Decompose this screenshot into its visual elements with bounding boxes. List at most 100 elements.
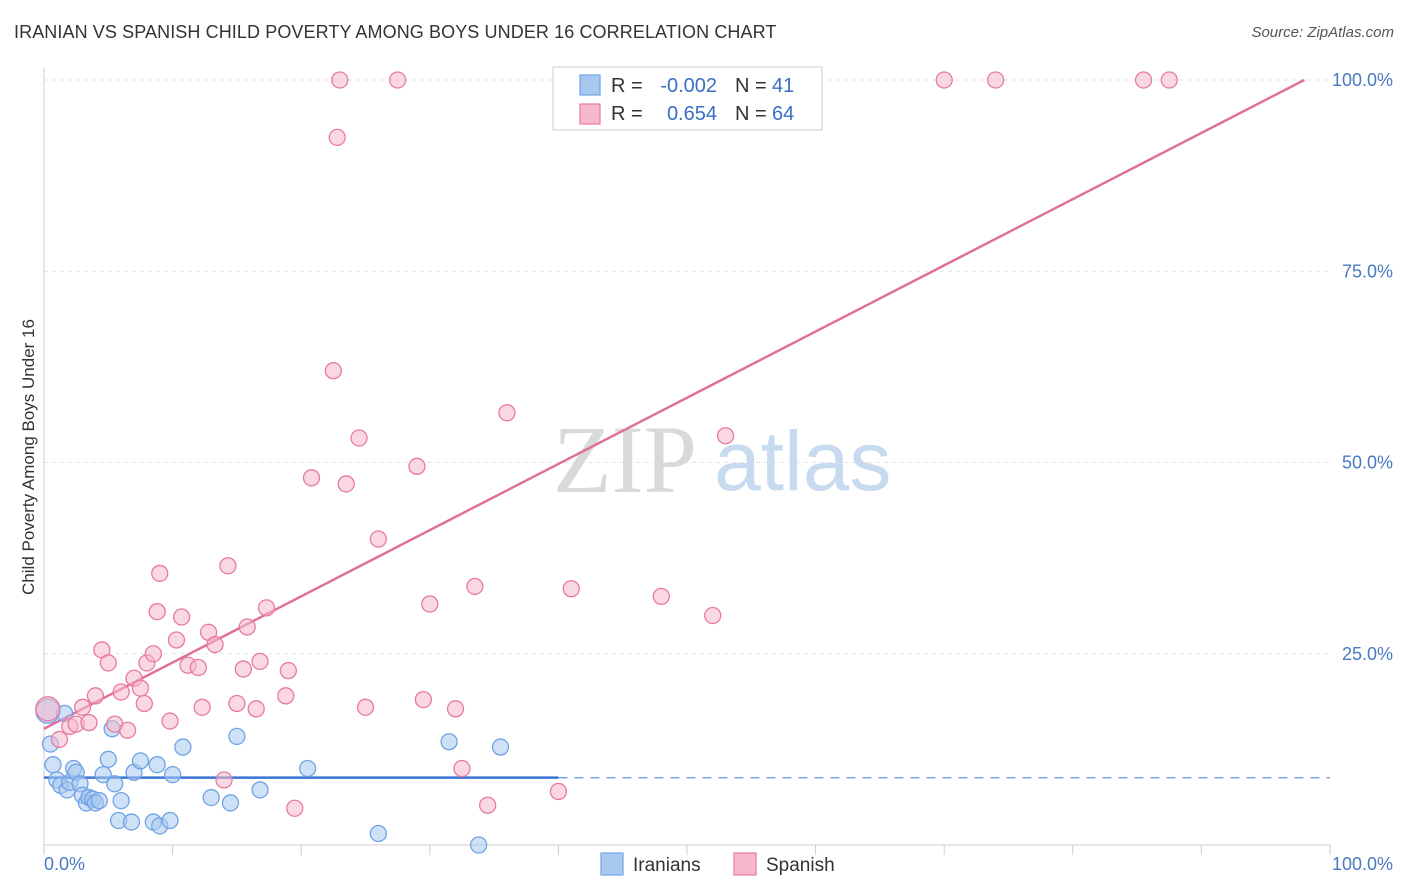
point-spanish bbox=[704, 606, 722, 625]
source-label: Source: ZipAtlas.com bbox=[1251, 24, 1394, 41]
point-spanish bbox=[238, 618, 256, 636]
point-spanish bbox=[35, 696, 61, 722]
point-spanish bbox=[131, 679, 150, 697]
bottom-legend-spanish: Spanish bbox=[766, 855, 835, 876]
point-spanish bbox=[73, 698, 92, 716]
point-spanish bbox=[99, 654, 117, 672]
point-spanish bbox=[479, 796, 497, 814]
point-iranians bbox=[131, 752, 150, 770]
point-iranians bbox=[148, 756, 166, 774]
point-spanish bbox=[215, 771, 233, 789]
point-spanish bbox=[189, 658, 207, 677]
point-spanish bbox=[562, 580, 580, 598]
point-spanish bbox=[369, 530, 388, 548]
point-spanish bbox=[549, 782, 568, 801]
point-iranians bbox=[251, 781, 269, 799]
point-iranians bbox=[174, 738, 192, 756]
y-tick-label: 100.0% bbox=[1332, 70, 1393, 90]
point-spanish bbox=[257, 599, 276, 617]
point-spanish bbox=[716, 427, 735, 445]
point-iranians bbox=[94, 765, 112, 784]
y-tick-label: 75.0% bbox=[1342, 261, 1393, 281]
point-iranians bbox=[112, 791, 130, 810]
point-spanish bbox=[151, 564, 169, 583]
point-spanish bbox=[228, 694, 246, 713]
point-spanish bbox=[206, 635, 224, 654]
point-spanish bbox=[118, 721, 137, 739]
point-spanish bbox=[234, 660, 252, 678]
x-tick-label: 100.0% bbox=[1332, 854, 1393, 874]
point-spanish bbox=[356, 698, 375, 716]
point-spanish bbox=[161, 712, 179, 730]
point-spanish bbox=[172, 608, 191, 626]
point-spanish bbox=[498, 404, 516, 422]
point-spanish bbox=[80, 713, 98, 732]
watermark: ZIP atlas bbox=[553, 406, 891, 513]
point-spanish bbox=[148, 603, 166, 621]
point-spanish bbox=[302, 469, 321, 487]
point-iranians bbox=[491, 738, 510, 756]
point-spanish bbox=[408, 457, 426, 475]
point-iranians bbox=[221, 794, 240, 812]
x-tick-label: 0.0% bbox=[44, 854, 85, 874]
legend-n-value-1: 41 bbox=[772, 75, 794, 97]
point-spanish bbox=[388, 71, 407, 89]
watermark-zip: ZIP bbox=[553, 406, 697, 513]
point-spanish bbox=[324, 362, 343, 380]
point-spanish bbox=[86, 687, 105, 705]
y-axis-label: Child Poverty Among Boys Under 16 bbox=[19, 319, 38, 595]
point-spanish bbox=[446, 700, 465, 718]
point-spanish bbox=[277, 687, 295, 705]
point-spanish bbox=[247, 700, 265, 718]
legend-r-value-1: -0.002 bbox=[660, 75, 717, 97]
legend-r-value-2: 0.654 bbox=[667, 103, 717, 125]
point-spanish bbox=[279, 661, 297, 680]
point-iranians bbox=[228, 727, 246, 746]
legend-swatch-spanish bbox=[579, 103, 601, 125]
bottom-legend-swatch-iranians bbox=[600, 852, 624, 876]
point-iranians bbox=[122, 813, 141, 831]
bottom-legend-iranians: Iranians bbox=[633, 855, 701, 876]
point-iranians bbox=[163, 765, 182, 784]
point-spanish bbox=[466, 577, 484, 596]
point-spanish bbox=[50, 730, 69, 749]
legend-n-value-2: 64 bbox=[772, 103, 794, 125]
point-iranians bbox=[90, 791, 108, 810]
point-iranians bbox=[202, 788, 220, 807]
point-spanish bbox=[219, 557, 237, 575]
point-spanish bbox=[1160, 71, 1178, 89]
point-spanish bbox=[986, 71, 1005, 89]
legend-n-label-1: N = bbox=[735, 75, 767, 97]
legend-r-label-1: R = bbox=[611, 75, 643, 97]
trend-line-spanish bbox=[43, 78, 1305, 730]
point-spanish bbox=[652, 587, 670, 606]
point-iranians bbox=[106, 775, 124, 793]
point-spanish bbox=[421, 595, 439, 613]
data-points bbox=[35, 71, 1178, 854]
point-iranians bbox=[470, 836, 488, 854]
y-tick-label: 25.0% bbox=[1342, 644, 1393, 664]
point-iranians bbox=[298, 759, 317, 778]
chart-title: IRANIAN VS SPANISH CHILD POVERTY AMONG B… bbox=[14, 22, 777, 42]
point-spanish bbox=[135, 694, 153, 713]
point-iranians bbox=[161, 811, 179, 830]
point-spanish bbox=[1134, 71, 1153, 89]
bottom-legend: Iranians Spanish bbox=[600, 852, 835, 876]
point-iranians bbox=[44, 756, 62, 774]
legend-r-label-2: R = bbox=[611, 103, 643, 125]
point-spanish bbox=[935, 71, 953, 89]
point-spanish bbox=[414, 691, 433, 709]
legend: R = -0.002 N = 41 R = 0.654 N = 64 bbox=[552, 66, 823, 131]
watermark-atlas: atlas bbox=[714, 414, 891, 508]
point-spanish bbox=[337, 475, 355, 493]
point-spanish bbox=[144, 645, 162, 663]
point-spanish bbox=[350, 429, 368, 447]
point-spanish bbox=[328, 128, 346, 147]
point-spanish bbox=[286, 799, 304, 817]
point-iranians bbox=[440, 733, 458, 751]
legend-swatch-iranians bbox=[579, 74, 601, 96]
point-iranians bbox=[99, 750, 117, 768]
point-iranians bbox=[369, 824, 388, 843]
bottom-legend-swatch-spanish bbox=[733, 852, 757, 876]
